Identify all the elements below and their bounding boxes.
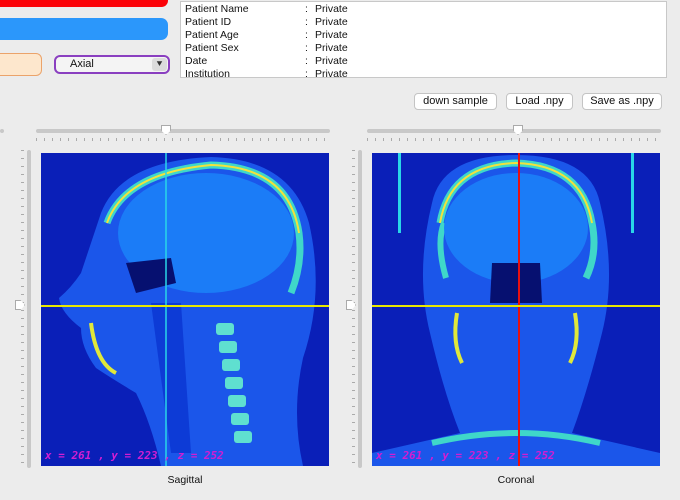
coronal-v-slider-handle[interactable] [346,300,356,310]
chevron-down-icon: ⯆ [152,58,167,71]
sagittal-view[interactable]: x = 261 , y = 223 , z = 252 [41,153,329,466]
info-value: Private [315,42,348,54]
info-row: Patient ID: Private [185,16,662,29]
coronal-h-slider-handle[interactable] [513,125,523,135]
load-npy-button[interactable]: Load .npy [506,93,573,110]
info-colon: : [305,68,308,78]
coronal-scan-image [372,153,660,466]
coronal-caption: Coronal [497,474,535,486]
sagittal-v-slider[interactable] [27,150,31,468]
view-select[interactable]: Axial ⯆ [54,55,170,74]
blue-action-button[interactable] [0,18,168,40]
sagittal-h-slider-handle[interactable] [161,125,171,135]
sagittal-h-slider[interactable] [36,129,330,133]
patient-info-panel: Patient Name: Private Patient ID: Private … [180,1,667,78]
info-key: Institution [185,68,230,78]
down-sample-button[interactable]: down sample [414,93,497,110]
info-key: Date [185,55,208,67]
sagittal-caption: Sagittal [167,474,203,486]
red-action-button[interactable] [0,0,168,7]
info-colon: : [305,3,308,15]
info-value: Private [315,55,348,67]
view-select-value: Axial [70,58,94,70]
left-slider-fragment [0,129,4,133]
info-value: Private [315,29,348,41]
info-row: Date: Private [185,55,662,68]
slider-ticks [352,150,355,468]
slider-ticks [367,138,661,141]
slider-ticks [21,150,24,468]
info-key: Patient Sex [185,42,239,54]
coronal-v-slider[interactable] [358,150,362,468]
info-colon: : [305,29,308,41]
info-colon: : [305,55,308,67]
info-value: Private [315,3,348,15]
peach-action-button[interactable] [0,53,42,76]
save-npy-button[interactable]: Save as .npy [582,93,662,110]
slider-ticks [36,138,330,141]
info-key: Patient ID [185,16,232,28]
info-key: Patient Age [185,29,239,41]
info-row: Institution: Private [185,68,662,78]
info-key: Patient Name [185,3,249,15]
info-value: Private [315,16,348,28]
coronal-coords: x = 261 , y = 223 , z = 252 [376,449,555,462]
info-colon: : [305,42,308,54]
info-row: Patient Name: Private [185,3,662,16]
sagittal-scan-image [41,153,329,466]
info-row: Patient Age: Private [185,29,662,42]
coronal-view[interactable]: x = 261 , y = 223 , z = 252 [372,153,660,466]
sagittal-v-slider-handle[interactable] [15,300,25,310]
sagittal-coords: x = 261 , y = 223 , z = 252 [45,449,224,462]
info-row: Patient Sex: Private [185,42,662,55]
info-colon: : [305,16,308,28]
info-value: Private [315,68,348,78]
